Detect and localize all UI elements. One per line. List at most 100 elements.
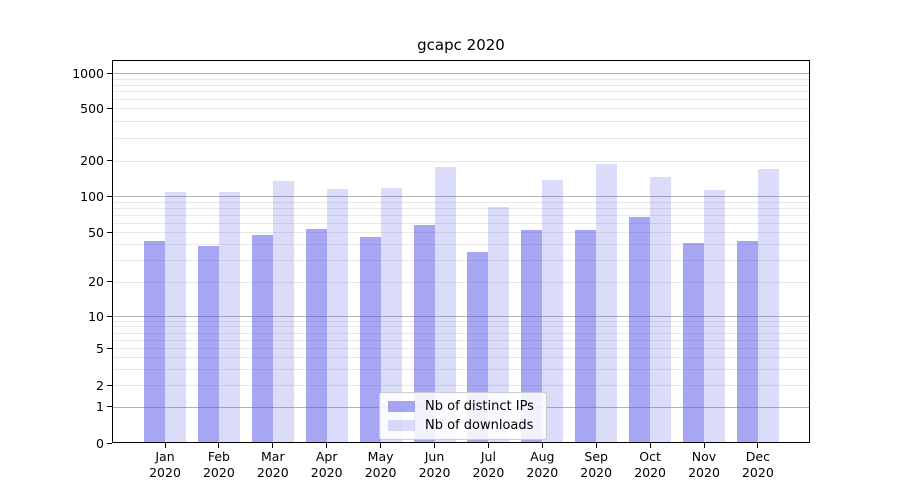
minor-gridline <box>113 78 809 80</box>
x-tick-label: Oct 2020 <box>634 449 666 480</box>
y-tick-mark <box>107 384 112 386</box>
bar-distinct-ips <box>575 230 597 442</box>
y-tick-mark <box>107 231 112 233</box>
x-tick-mark <box>218 443 220 448</box>
minor-gridline <box>113 357 809 359</box>
y-tick-label: 0 <box>96 435 104 451</box>
x-tick-label: Jul 2020 <box>472 449 505 480</box>
minor-gridline <box>113 207 809 209</box>
legend-label-downloads: Nb of downloads <box>425 418 534 433</box>
y-tick-label: 10 <box>88 308 104 324</box>
x-tick-label: Mar 2020 <box>256 449 289 480</box>
bar-downloads <box>218 192 240 442</box>
x-tick-label: Jan 2020 <box>149 449 181 480</box>
bar-distinct-ips <box>197 246 219 442</box>
minor-gridline <box>113 137 809 139</box>
minor-gridline <box>113 201 809 203</box>
x-tick-mark <box>541 443 543 448</box>
y-tick-label: 2 <box>96 377 104 393</box>
minor-gridline <box>113 160 809 162</box>
y-tick-mark <box>107 406 112 408</box>
y-tick-label: 20 <box>88 274 104 290</box>
bar-downloads <box>272 181 294 442</box>
major-gridline <box>113 196 809 197</box>
y-tick-mark <box>107 107 112 109</box>
minor-gridline <box>113 91 809 93</box>
x-tick-mark <box>595 443 597 448</box>
minor-gridline <box>113 121 809 123</box>
y-tick-mark <box>107 347 112 349</box>
legend-item-downloads: Nb of downloads <box>388 418 534 433</box>
x-tick-mark <box>164 443 166 448</box>
bar-downloads <box>326 189 348 442</box>
minor-gridline <box>113 332 809 334</box>
minor-gridline <box>113 320 809 322</box>
y-tick-label: 200 <box>80 153 104 169</box>
bar-distinct-ips <box>144 240 165 442</box>
bar-distinct-ips <box>683 243 704 442</box>
minor-gridline <box>113 84 809 86</box>
x-tick-label: Apr 2020 <box>310 449 343 480</box>
bar-downloads <box>380 187 402 442</box>
legend-swatch-downloads <box>388 420 415 431</box>
x-tick-mark <box>272 443 274 448</box>
x-tick-label: Aug 2020 <box>526 449 559 480</box>
legend-item-distinct-ips: Nb of distinct IPs <box>388 399 534 414</box>
y-tick-label: 100 <box>80 188 104 204</box>
y-tick-label: 1 <box>96 399 104 415</box>
bar-downloads <box>434 167 456 442</box>
minor-gridline <box>113 222 809 224</box>
plot-frame <box>112 60 810 443</box>
plot-area <box>113 61 809 442</box>
major-gridline <box>113 73 809 75</box>
y-tick-label: 50 <box>88 224 104 240</box>
x-tick-mark <box>649 443 651 448</box>
bar-distinct-ips <box>629 216 651 442</box>
y-tick-label: 1000 <box>72 65 104 81</box>
x-tick-label: Sep 2020 <box>580 449 613 480</box>
y-tick-mark <box>107 195 112 197</box>
y-tick-label: 500 <box>80 100 104 116</box>
minor-gridline <box>113 232 809 234</box>
y-tick-mark <box>107 72 112 74</box>
bar-distinct-ips <box>305 229 327 442</box>
bar-distinct-ips <box>736 240 758 442</box>
y-tick-mark <box>107 160 112 162</box>
major-gridline <box>113 316 809 317</box>
bar-downloads <box>757 168 779 442</box>
x-tick-mark <box>434 443 435 448</box>
minor-gridline <box>113 108 809 110</box>
y-tick-mark <box>107 281 112 283</box>
minor-gridline <box>113 368 809 370</box>
bar-distinct-ips <box>359 236 381 442</box>
bar-downloads <box>165 192 186 442</box>
x-tick-label: Jun 2020 <box>418 449 451 480</box>
minor-gridline <box>113 259 809 261</box>
x-tick-label: Dec 2020 <box>741 449 774 480</box>
minor-gridline <box>113 281 809 283</box>
bar-downloads <box>596 164 618 442</box>
minor-gridline <box>113 326 809 328</box>
bar-downloads <box>704 190 725 442</box>
bar-downloads <box>542 180 564 442</box>
x-tick-label: Feb 2020 <box>202 449 235 480</box>
x-tick-mark <box>487 443 489 448</box>
minor-gridline <box>113 99 809 101</box>
x-tick-mark <box>326 443 328 448</box>
bar-downloads <box>488 206 510 442</box>
x-tick-mark <box>757 443 759 448</box>
x-tick-mark <box>380 443 382 448</box>
bar-distinct-ips <box>413 225 435 442</box>
minor-gridline <box>113 244 809 246</box>
x-tick-label: May 2020 <box>364 449 397 480</box>
minor-gridline <box>113 385 809 386</box>
minor-gridline <box>113 348 809 350</box>
legend: Nb of distinct IPs Nb of downloads <box>379 392 547 440</box>
bar-distinct-ips <box>521 230 543 442</box>
y-tick-mark <box>107 315 112 317</box>
y-tick-label: 5 <box>96 340 104 356</box>
x-tick-mark <box>703 443 705 448</box>
minor-gridline <box>113 339 809 341</box>
x-tick-label: Nov 2020 <box>688 449 720 480</box>
